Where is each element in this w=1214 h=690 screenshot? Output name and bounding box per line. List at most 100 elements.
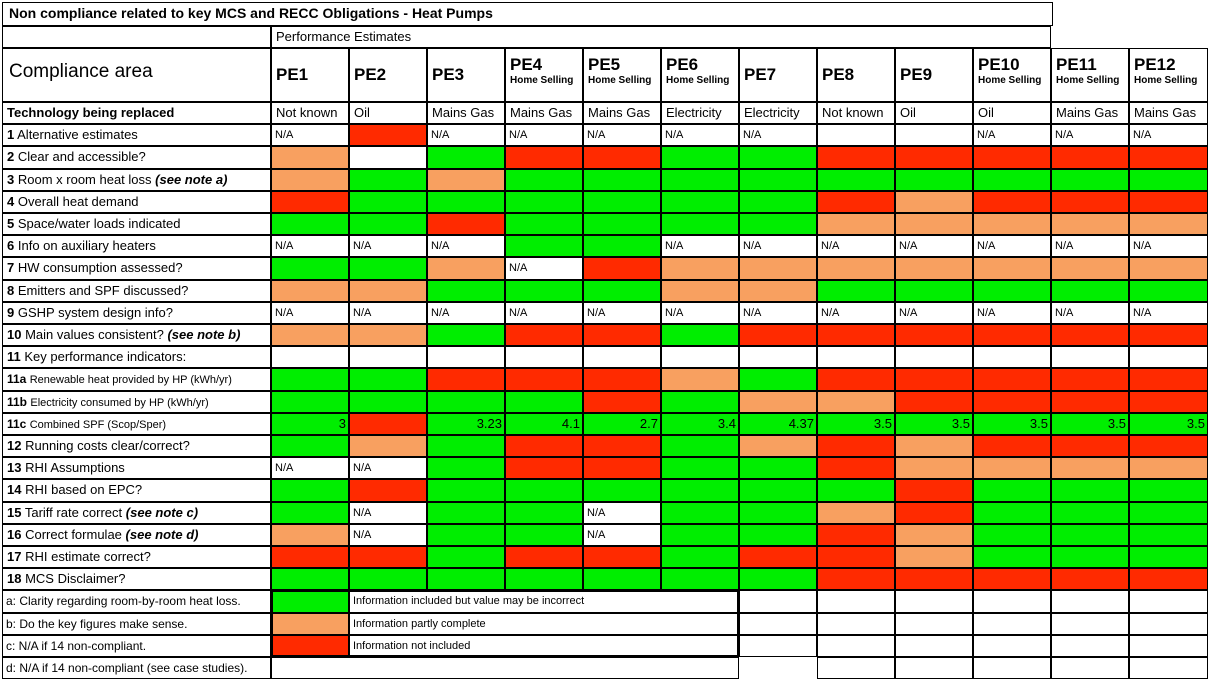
empty-cell bbox=[739, 612, 817, 635]
status-cell bbox=[973, 168, 1051, 191]
status-cell bbox=[739, 346, 817, 369]
note-label: a: Clarity regarding room-by-room heat l… bbox=[2, 590, 271, 613]
status-cell bbox=[583, 146, 661, 169]
note-label: b: Do the key figures make sense. bbox=[2, 612, 271, 635]
header-spacer bbox=[2, 26, 271, 48]
status-cell: N/A bbox=[505, 301, 583, 324]
status-cell bbox=[505, 501, 583, 524]
row-number: 7 bbox=[7, 260, 15, 276]
row-label: 16 Correct formulae (see note d) bbox=[2, 523, 271, 546]
status-cell bbox=[1051, 501, 1129, 524]
status-cell: N/A bbox=[583, 301, 661, 324]
status-cell bbox=[427, 368, 505, 391]
status-cell bbox=[583, 190, 661, 213]
column-id: PE8 bbox=[822, 65, 855, 84]
row-note: (see note d) bbox=[125, 526, 199, 542]
status-cell bbox=[583, 568, 661, 591]
status-cell bbox=[349, 168, 427, 191]
status-cell: 4.37 bbox=[739, 412, 817, 435]
status-cell: N/A bbox=[583, 501, 661, 524]
status-cell: 4.1 bbox=[505, 412, 583, 435]
status-cell bbox=[661, 479, 739, 502]
status-cell: N/A bbox=[427, 124, 505, 147]
status-cell bbox=[739, 546, 817, 569]
status-cell bbox=[427, 346, 505, 369]
status-cell bbox=[895, 190, 973, 213]
status-cell bbox=[271, 390, 349, 413]
status-cell: N/A bbox=[505, 124, 583, 147]
status-cell: N/A bbox=[661, 301, 739, 324]
status-cell: N/A bbox=[1051, 124, 1129, 147]
status-cell bbox=[271, 324, 349, 347]
status-cell bbox=[817, 435, 895, 458]
status-cell bbox=[739, 279, 817, 302]
status-cell bbox=[973, 279, 1051, 302]
status-cell bbox=[1051, 190, 1129, 213]
status-cell bbox=[583, 213, 661, 236]
empty-cell bbox=[895, 612, 973, 635]
legend-text: Information not included bbox=[349, 634, 739, 657]
status-cell bbox=[895, 346, 973, 369]
technology-cell: Mains Gas bbox=[1051, 102, 1129, 125]
status-cell bbox=[1129, 435, 1208, 458]
status-cell bbox=[505, 346, 583, 369]
column-header-pe9: PE9 bbox=[895, 48, 973, 102]
row-number: 18 bbox=[7, 571, 22, 587]
empty-cell bbox=[895, 634, 973, 657]
status-cell bbox=[505, 523, 583, 546]
status-cell bbox=[895, 213, 973, 236]
status-cell bbox=[817, 546, 895, 569]
column-id: PE4 bbox=[510, 55, 543, 74]
status-cell bbox=[661, 435, 739, 458]
status-cell bbox=[895, 501, 973, 524]
status-cell bbox=[895, 568, 973, 591]
status-cell bbox=[817, 479, 895, 502]
status-cell bbox=[1129, 546, 1208, 569]
status-cell bbox=[739, 190, 817, 213]
row-number: 14 bbox=[7, 482, 22, 498]
column-subtitle: Home Selling bbox=[588, 75, 652, 86]
empty-cell bbox=[895, 590, 973, 613]
row-note: (see note b) bbox=[167, 327, 241, 342]
status-cell: N/A bbox=[505, 257, 583, 280]
status-cell bbox=[271, 213, 349, 236]
status-cell: N/A bbox=[1051, 301, 1129, 324]
row-label: 15 Tariff rate correct (see note c) bbox=[2, 501, 271, 524]
column-header-pe12: PE12 Home Selling bbox=[1129, 48, 1208, 102]
status-cell: N/A bbox=[349, 523, 427, 546]
column-header-pe11: PE11 Home Selling bbox=[1051, 48, 1129, 102]
row-label: 3 Room x room heat loss (see note a) bbox=[2, 168, 271, 191]
status-cell bbox=[661, 457, 739, 480]
row-label: 6 Info on auxiliary heaters bbox=[2, 235, 271, 258]
status-cell bbox=[895, 390, 973, 413]
technology-cell: Electricity bbox=[661, 102, 739, 125]
status-cell bbox=[739, 435, 817, 458]
status-cell bbox=[739, 257, 817, 280]
status-cell bbox=[271, 168, 349, 191]
status-cell bbox=[817, 523, 895, 546]
status-cell: N/A bbox=[817, 235, 895, 258]
status-cell bbox=[505, 213, 583, 236]
row-label: 7 HW consumption assessed? bbox=[2, 257, 271, 280]
status-cell bbox=[973, 568, 1051, 591]
status-cell bbox=[349, 146, 427, 169]
empty-cell bbox=[817, 657, 895, 680]
technology-cell: Mains Gas bbox=[427, 102, 505, 125]
status-cell bbox=[427, 390, 505, 413]
status-cell bbox=[895, 457, 973, 480]
row-number: 1 bbox=[7, 127, 15, 143]
status-cell bbox=[1129, 568, 1208, 591]
status-cell bbox=[505, 546, 583, 569]
status-cell bbox=[973, 546, 1051, 569]
column-id: PE1 bbox=[276, 65, 309, 84]
row-label: 11a Renewable heat provided by HP (kWh/y… bbox=[2, 368, 271, 391]
status-cell bbox=[271, 568, 349, 591]
status-cell bbox=[895, 124, 973, 147]
status-cell: N/A bbox=[271, 235, 349, 258]
row-text: Running costs clear/correct? bbox=[25, 438, 190, 453]
column-header-pe10: PE10 Home Selling bbox=[973, 48, 1051, 102]
row-number: 11 bbox=[7, 349, 21, 365]
status-cell bbox=[895, 368, 973, 391]
status-cell bbox=[505, 435, 583, 458]
